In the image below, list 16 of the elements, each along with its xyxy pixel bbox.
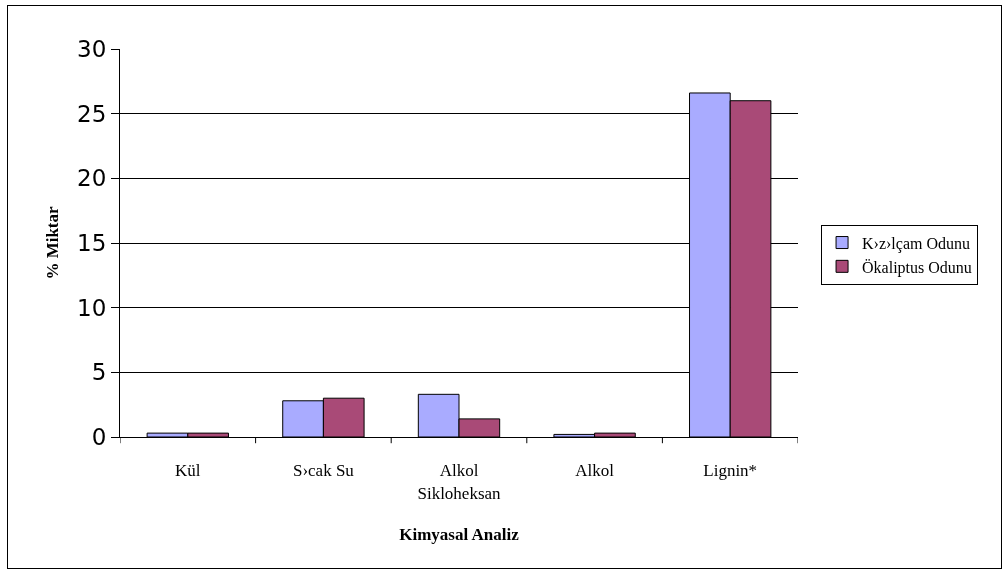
y-tick-label: 5: [91, 359, 107, 386]
y-tick-label: 10: [77, 294, 107, 321]
y-tick-label: 15: [77, 230, 107, 257]
x-tick-label: Alkol Sikloheksan: [417, 461, 502, 503]
x-tick-label: S›cak Su: [292, 461, 355, 481]
y-tick-label: 25: [77, 100, 107, 127]
y-axis-title: % Miktar: [42, 205, 62, 280]
legend-label: K›z›lçam Odunu: [862, 234, 971, 253]
x-axis-title: Kimyasal Analiz: [399, 524, 520, 544]
legend-label: Ökaliptus Odunu: [862, 258, 972, 277]
x-tick-label: Kül: [175, 461, 201, 481]
y-tick-label: 20: [77, 165, 107, 192]
y-tick-label: 30: [77, 36, 107, 63]
x-tick-label: Alkol: [575, 461, 615, 481]
x-tick-label: Lignin*: [703, 461, 758, 481]
y-tick-label: 0: [91, 424, 107, 451]
